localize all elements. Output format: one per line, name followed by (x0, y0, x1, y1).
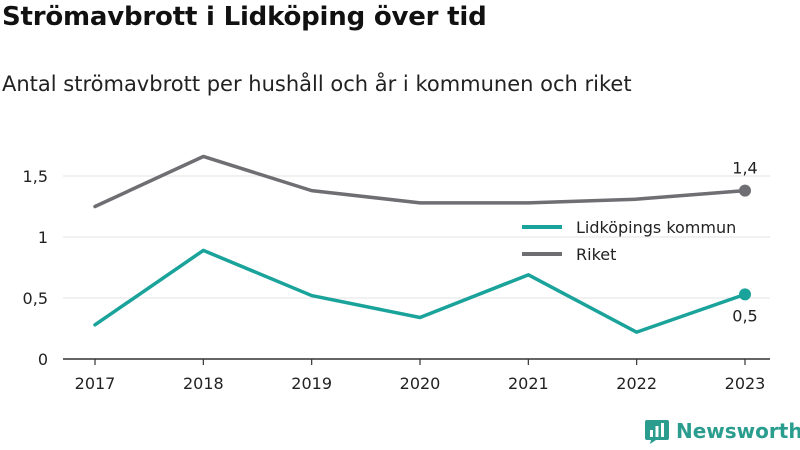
end-labels: 0,5 1,4 (732, 159, 757, 326)
series-lines (93, 154, 751, 334)
x-tick-label: 2023 (725, 374, 766, 393)
newsworthy-logo: Newsworthy (644, 418, 800, 444)
newsworthy-logo-icon (645, 420, 669, 444)
y-axis-ticks: 0 0,5 1 1,5 (23, 167, 48, 369)
x-tick-label: 2022 (616, 374, 657, 393)
chart-title: Strömavbrott i Lidköping över tid (2, 2, 487, 32)
y-tick-label: 0,5 (23, 289, 48, 308)
legend-label: Lidköpings kommun (576, 218, 736, 237)
legend-label: Riket (576, 245, 616, 264)
chart-subtitle: Antal strömavbrott per hushåll och år i … (2, 72, 632, 96)
x-tick-label: 2020 (400, 374, 441, 393)
x-tick-label: 2019 (291, 374, 332, 393)
end-value-label: 0,5 (732, 306, 757, 325)
series-line-riket (93, 154, 747, 209)
series-end-point (739, 184, 751, 197)
x-tick-label: 2017 (75, 374, 116, 393)
series-end-point (739, 288, 751, 301)
end-value-label: 1,4 (732, 159, 757, 178)
x-tick-label: 2021 (508, 374, 549, 393)
grid-lines (63, 175, 770, 299)
y-tick-label: 1,5 (23, 167, 48, 186)
x-tick-label: 2018 (183, 374, 224, 393)
series-line-kommun (93, 248, 747, 334)
y-tick-label: 1 (38, 228, 48, 247)
legend: Lidköpings kommun Riket (522, 218, 736, 264)
brand-name: Newsworthy (676, 419, 800, 443)
y-tick-label: 0 (38, 350, 48, 369)
x-axis: 2017 2018 2019 2020 2021 2022 2023 (63, 358, 770, 393)
